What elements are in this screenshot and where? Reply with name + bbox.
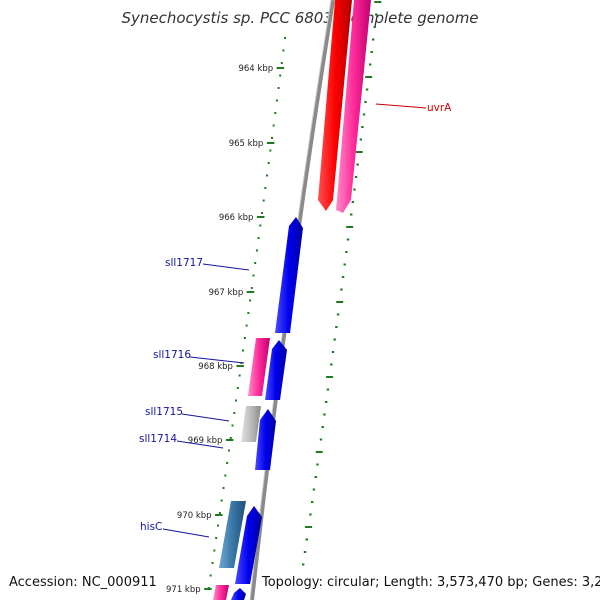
gene-label-sll1716[interactable]: sll1716	[153, 349, 191, 361]
tick-label: 971 kbp	[166, 585, 201, 595]
gene-label-sll1717[interactable]: sll1717	[165, 257, 203, 269]
tick-label: 966 kbp	[219, 213, 254, 223]
major-ticks: 964 kbp 965 kbp 966 kbp 967 kbp 968 kbp 969 k…	[166, 64, 285, 595]
accession-value: NC_000911	[81, 575, 157, 590]
tick-label: 967 kbp	[209, 288, 244, 298]
gene-sll1715[interactable]	[241, 406, 261, 442]
accession-label: Accession:	[9, 575, 78, 590]
gene-uvra-red[interactable]	[318, 0, 352, 211]
tick-label: 968 kbp	[198, 362, 233, 372]
tick-label: 970 kbp	[177, 511, 212, 521]
gene-label-sll1715[interactable]: sll1715	[145, 406, 183, 418]
gene-label-hisc[interactable]: hisC	[140, 521, 162, 533]
accession-footer: Accession: NC_000911	[9, 575, 157, 590]
map-title: Synechocystis sp. PCC 6803, complete gen…	[121, 9, 479, 27]
gene-hisc-blue[interactable]	[235, 506, 262, 584]
gene-sll1714[interactable]	[255, 409, 276, 470]
outer-tick-ring	[301, 1, 382, 566]
tick-label: 964 kbp	[238, 64, 273, 74]
gene-hisc[interactable]	[219, 501, 246, 568]
gene-label-uvra[interactable]: uvrA	[427, 102, 452, 114]
gene-sll1716-blue[interactable]	[265, 340, 287, 400]
tick-label: 969 kbp	[188, 436, 223, 446]
gene-label-sll1714[interactable]: sll1714	[139, 433, 177, 445]
gene-sll1717[interactable]	[275, 217, 303, 333]
gene-bottom-blue[interactable]	[231, 588, 246, 600]
gene-uvra-pink[interactable]	[336, 0, 371, 213]
gene-features	[213, 0, 371, 600]
topology-footer: Topology: circular; Length: 3,573,470 bp…	[262, 575, 600, 590]
tick-label: 965 kbp	[229, 139, 264, 149]
gene-labels: uvrA sll1717 sll1716 sll1715 sll1714 his…	[139, 102, 452, 533]
gene-sll1716[interactable]	[248, 338, 270, 396]
inner-tick-ring	[207, 37, 286, 589]
label-leaders	[162, 103, 427, 538]
gene-bottom-pink[interactable]	[213, 585, 229, 600]
